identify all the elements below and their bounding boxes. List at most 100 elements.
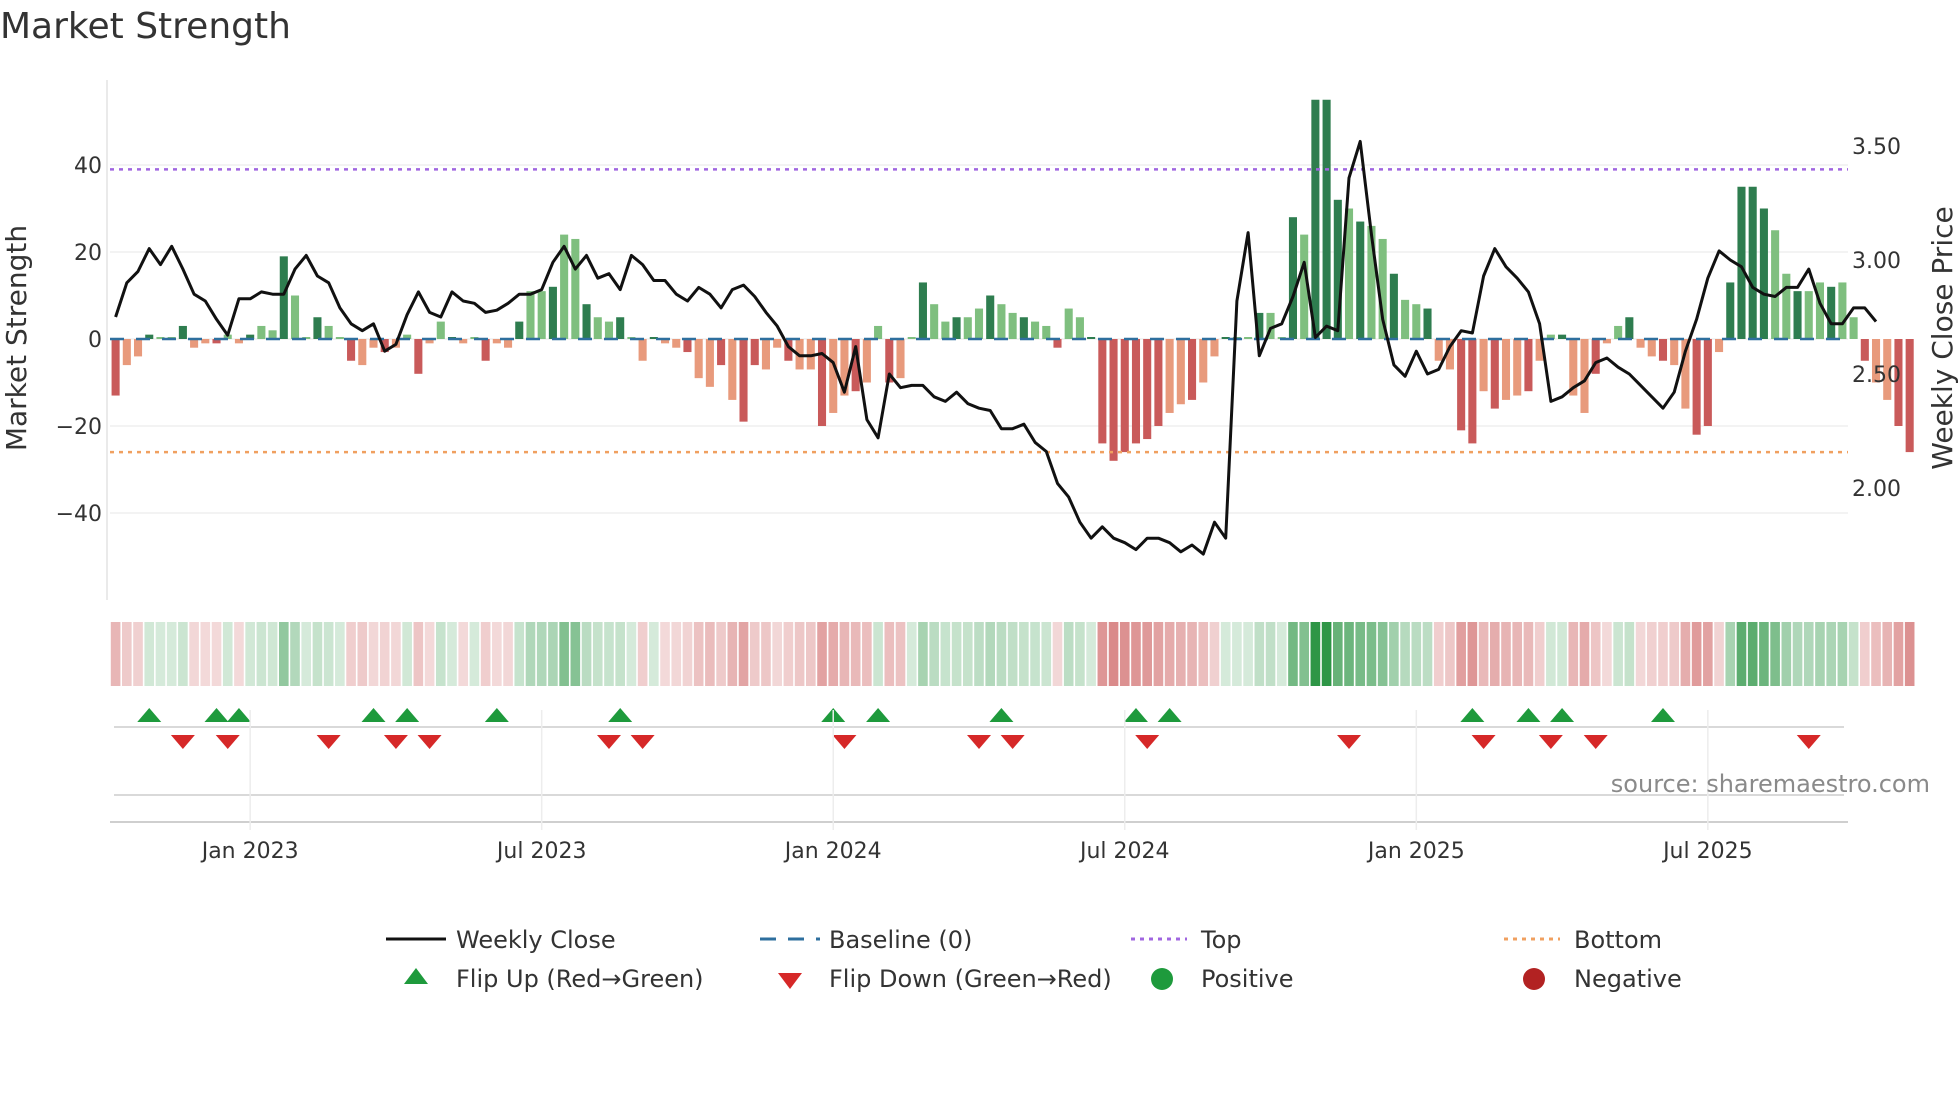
flip-up-marker (137, 708, 162, 722)
heat-cell (1904, 622, 1915, 686)
heat-cell (447, 622, 457, 686)
strength-bar (537, 291, 546, 339)
flip-up-marker (1516, 708, 1541, 722)
strength-bar (560, 234, 569, 339)
heat-cell (1557, 622, 1567, 686)
strength-bar (1535, 339, 1544, 361)
flip-down-marker (596, 735, 621, 749)
strength-bar (1569, 339, 1578, 396)
strength-bar (1367, 225, 1376, 339)
legend-negative-icon (1523, 968, 1545, 990)
strength-bar (1176, 339, 1185, 405)
strength-bar (1580, 339, 1589, 413)
heat-cell (940, 622, 951, 686)
strength-bar (1042, 325, 1051, 339)
strength-bar (1188, 339, 1197, 400)
strength-bar (593, 317, 602, 339)
strength-bar (1625, 317, 1634, 339)
flip-down-marker (1337, 735, 1362, 749)
strength-bar (1759, 208, 1768, 339)
heat-cell (1792, 622, 1803, 686)
heat-cell (772, 622, 782, 686)
heat-cell (1590, 622, 1601, 686)
strength-bar (728, 339, 737, 400)
heat-cell (1411, 622, 1422, 686)
strength-bar (279, 256, 288, 339)
legend-flip-down-icon (778, 973, 802, 989)
strength-bar (1143, 339, 1152, 440)
strength-bar (885, 339, 894, 383)
strength-bar (1490, 339, 1499, 409)
strength-bar (1658, 339, 1668, 361)
heat-cell (1635, 622, 1646, 686)
strength-bars (111, 99, 1914, 461)
flip-up-marker (1650, 708, 1675, 722)
strength-bar (335, 337, 344, 339)
strength-bar (268, 330, 277, 339)
heat-cell (1164, 622, 1175, 686)
heat-cell (1613, 622, 1623, 686)
strength-bar (1154, 339, 1163, 426)
heat-cell (200, 622, 211, 686)
strength-bar (930, 304, 939, 339)
heat-cell (1288, 622, 1298, 686)
heat-cell (962, 622, 973, 686)
heat-cell (895, 622, 906, 686)
heat-cell (503, 622, 513, 686)
flip-up-marker (608, 708, 633, 722)
strength-bar (459, 339, 468, 344)
heat-cell (1119, 622, 1130, 686)
heat-cell (1299, 622, 1309, 686)
strength-bar (829, 339, 838, 413)
y2-tick-label: 2.00 (1852, 477, 1901, 502)
x-tick-label: Jul 2025 (1661, 839, 1753, 864)
heat-cell (391, 622, 401, 686)
strength-bar (1793, 291, 1802, 339)
heat-cell (649, 622, 659, 686)
strength-bar (661, 339, 670, 344)
y2-axis: 3.50 3.00 2.50 2.00 (1852, 135, 1901, 502)
strength-bar (1804, 291, 1813, 339)
strength-bar (1221, 337, 1230, 339)
heat-cell (850, 622, 861, 686)
y2-tick-label: 3.50 (1852, 135, 1901, 160)
heat-cell (1489, 622, 1500, 686)
strength-bar (817, 339, 827, 426)
heat-cell (716, 622, 726, 686)
strength-bar (1602, 339, 1611, 344)
heat-cell (581, 622, 592, 686)
heat-cell (469, 622, 480, 686)
y-axis: 40 20 0 −20 −40 (56, 154, 102, 527)
heat-cell (884, 622, 895, 686)
strength-bar (1064, 308, 1073, 339)
strength-bar (145, 334, 154, 339)
strength-bar (1546, 334, 1555, 339)
strength-bar (761, 339, 770, 370)
strength-bar (941, 321, 950, 339)
strength-bar (1031, 321, 1040, 339)
heat-cell (1075, 622, 1085, 686)
heat-cell (996, 622, 1007, 686)
flip-down-marker (832, 735, 857, 749)
legend-negative: Negative (1574, 965, 1682, 993)
heat-cell (637, 622, 648, 686)
strength-bar (358, 339, 367, 366)
y2-axis-title: Weekly Close Price (1926, 206, 1959, 469)
heat-cell (1007, 622, 1018, 686)
flip-down-marker (1135, 735, 1160, 749)
flip-up-marker (1157, 708, 1182, 722)
heat-cell (1703, 622, 1713, 686)
heat-cell (480, 622, 491, 686)
reference-lines (110, 168, 1848, 454)
heat-cell (1781, 622, 1792, 686)
heat-cell (402, 622, 412, 686)
strength-bar (1378, 238, 1387, 339)
strength-bar (1434, 339, 1443, 361)
heat-cell (1456, 622, 1466, 686)
strength-bar (1591, 339, 1600, 374)
heat-cell (1209, 622, 1220, 686)
strength-bar (111, 339, 120, 396)
strength-bar (1098, 339, 1107, 444)
heat-cell (783, 622, 794, 686)
heat-cell (985, 622, 996, 686)
